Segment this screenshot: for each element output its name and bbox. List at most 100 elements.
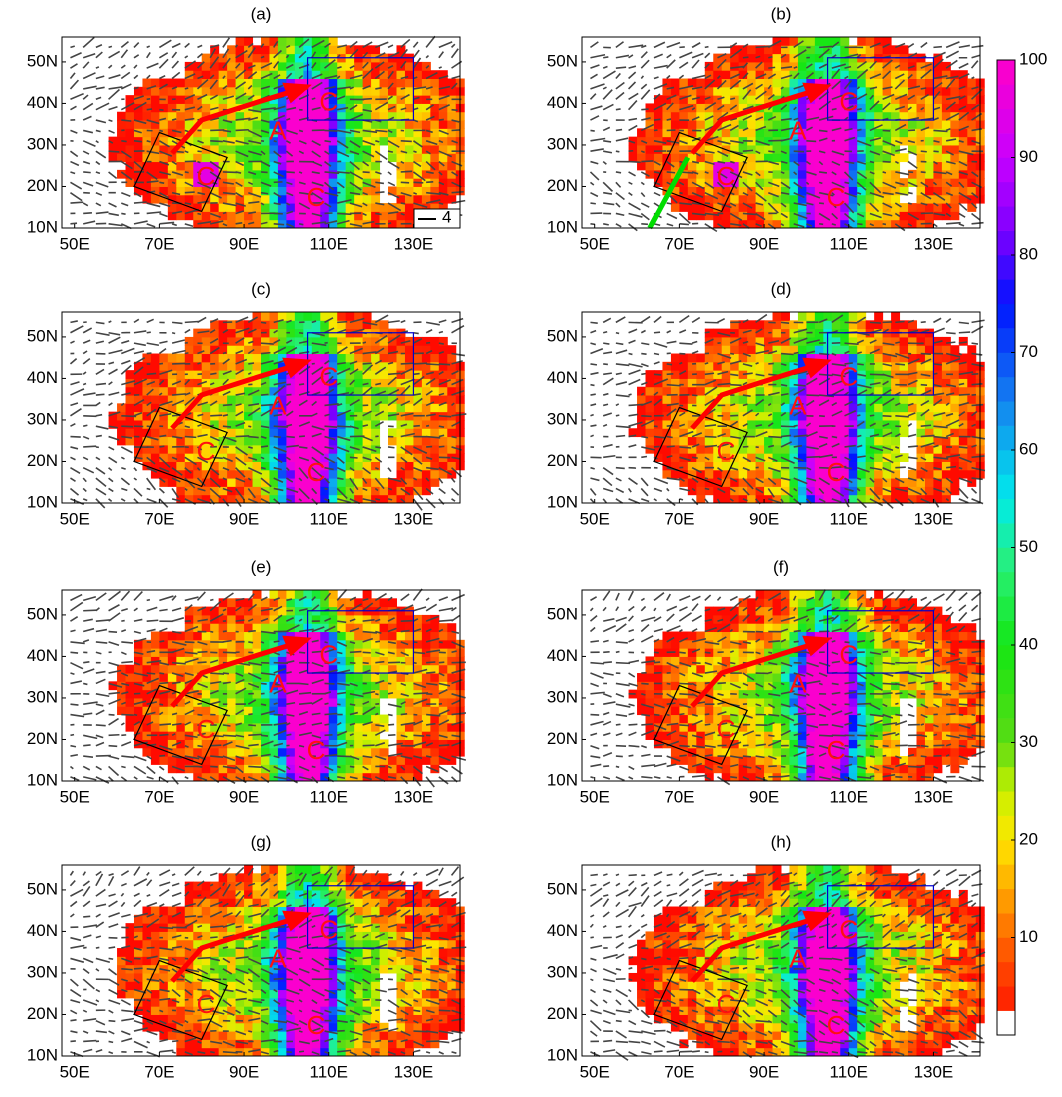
wind-vector — [172, 52, 176, 58]
wind-vector — [641, 90, 649, 99]
field-cell — [874, 362, 883, 371]
wind-vector — [439, 320, 446, 322]
field-cell — [908, 170, 917, 179]
field-cell — [151, 162, 160, 171]
wind-vector — [743, 213, 757, 214]
wind-vector — [590, 106, 602, 110]
field-cell — [227, 153, 236, 162]
wind-vector — [413, 363, 427, 364]
wind-vector — [590, 349, 602, 354]
field-cell — [874, 453, 883, 462]
field-cell — [346, 354, 355, 363]
field-cell — [849, 70, 858, 79]
wind-vector — [70, 341, 74, 343]
field-cell — [202, 220, 211, 229]
wind-vector — [70, 488, 78, 495]
field-cell — [900, 495, 909, 504]
wind-vector — [299, 333, 303, 334]
wind-vector — [413, 151, 416, 152]
field-cell — [261, 312, 270, 321]
field-cell — [764, 478, 773, 487]
field-cell — [422, 437, 431, 446]
wind-vector — [768, 67, 775, 68]
wind-vector — [274, 437, 281, 438]
field-cell — [430, 378, 439, 387]
field-cell — [900, 345, 909, 354]
wind-vector — [616, 67, 626, 68]
field-cell — [380, 137, 389, 146]
field-cell — [439, 195, 448, 204]
wind-vector — [70, 389, 84, 395]
field-cell — [713, 62, 722, 71]
wind-vector — [654, 42, 665, 47]
wind-vector — [109, 392, 120, 395]
field-cell — [798, 153, 807, 162]
field-cell — [244, 470, 253, 479]
field-cell — [705, 437, 714, 446]
field-cell — [227, 162, 236, 171]
wind-vector — [236, 223, 243, 224]
wind-vector — [337, 172, 349, 173]
field-cell — [286, 312, 295, 321]
wind-vector — [641, 109, 648, 110]
field-cell — [815, 395, 824, 404]
field-cell — [730, 395, 739, 404]
field-cell — [396, 337, 405, 346]
field-cell — [866, 112, 875, 121]
field-cell — [925, 87, 934, 96]
field-cell — [329, 153, 338, 162]
field-cell — [405, 387, 414, 396]
wind-vector — [692, 75, 705, 78]
wind-vector — [616, 73, 620, 78]
field-cell — [874, 312, 883, 321]
field-cell — [269, 312, 278, 321]
wind-vector — [83, 372, 86, 374]
y-tick-label: 40N — [547, 93, 578, 112]
field-cell — [439, 354, 448, 363]
y-tick-label: 20N — [547, 176, 578, 195]
field-cell — [696, 128, 705, 137]
region-label: A — [789, 115, 807, 145]
field-cell — [295, 120, 304, 129]
field-cell — [354, 387, 363, 396]
wind-vector — [83, 384, 86, 385]
wind-vector — [134, 65, 137, 68]
field-cell — [688, 395, 697, 404]
field-cell — [688, 378, 697, 387]
field-cell — [117, 437, 126, 446]
field-cell — [798, 461, 807, 470]
field-cell — [747, 45, 756, 54]
field-cell — [874, 478, 883, 487]
field-cell — [405, 470, 414, 479]
field-cell — [646, 428, 655, 437]
field-cell — [354, 195, 363, 204]
field-cell — [857, 437, 866, 446]
wind-vector — [299, 447, 307, 448]
region-label: C — [827, 182, 846, 212]
field-cell — [696, 120, 705, 129]
field-cell — [781, 62, 790, 71]
field-cell — [747, 461, 756, 470]
wind-vector — [819, 46, 832, 47]
field-cell — [747, 128, 756, 137]
field-cell — [637, 395, 646, 404]
field-cell — [874, 470, 883, 479]
field-cell — [380, 112, 389, 121]
field-cell — [227, 470, 236, 479]
wind-vector — [197, 317, 206, 322]
wind-vector — [109, 172, 117, 178]
field-cell — [815, 153, 824, 162]
field-cell — [722, 128, 731, 137]
wind-vector — [375, 499, 380, 500]
wind-vector — [629, 182, 633, 184]
field-cell — [227, 70, 236, 79]
wind-vector — [667, 213, 677, 218]
field-cell — [849, 153, 858, 162]
field-cell — [244, 203, 253, 212]
field-cell — [671, 79, 680, 88]
field-cell — [916, 103, 925, 112]
field-cell — [337, 354, 346, 363]
wind-vector — [743, 150, 753, 151]
region-label: C — [839, 86, 858, 116]
wind-vector — [185, 88, 188, 89]
